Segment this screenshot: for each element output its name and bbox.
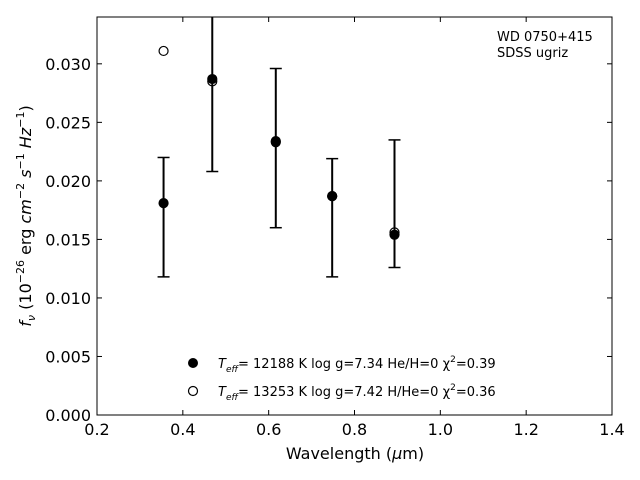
point-open <box>389 227 400 238</box>
point-open <box>207 76 218 87</box>
y-tick-label: 0.020 <box>45 172 91 191</box>
annotation-line-1: WD 0750+415 <box>497 30 593 45</box>
legend-label-filled: Teff= 12188 K log g=7.34 He/H=0 χ2=0.39 <box>218 355 496 375</box>
annotation-line-2: SDSS ugriz <box>497 46 568 61</box>
y-tick-label: 0.030 <box>45 55 91 74</box>
point-open <box>327 191 338 202</box>
error-bars <box>157 17 401 278</box>
legend: Teff= 12188 K log g=7.34 He/H=0 χ2=0.39 … <box>187 355 496 403</box>
y-tick-label: 0.015 <box>45 230 91 249</box>
x-tick-label: 0.6 <box>256 420 281 439</box>
legend-marker-open <box>187 385 199 397</box>
plot-area <box>96 16 613 416</box>
ticks: 0.2 0.4 0.6 0.8 1.0 1.2 1.4 0.000 0.005 0.010 0.01… <box>45 17 625 439</box>
point-open <box>270 137 281 148</box>
y-tick-label: 0.000 <box>45 406 91 425</box>
y-axis-label: fν (10−26 erg cm−2 s−1 Hz−1) <box>14 105 38 326</box>
x-tick-label: 1.0 <box>428 420 453 439</box>
data-points <box>158 45 400 240</box>
x-tick-label: 0.4 <box>170 420 195 439</box>
legend-label-open: Teff= 13253 K log g=7.42 H/He=0 χ2=0.36 <box>218 383 496 403</box>
x-tick-label: 1.4 <box>599 420 624 439</box>
legend-marker-filled <box>188 358 198 368</box>
x-tick-label: 0.2 <box>84 420 109 439</box>
x-tick-label: 0.8 <box>342 420 367 439</box>
y-tick-label: 0.010 <box>45 289 91 308</box>
point-filled <box>158 198 169 209</box>
y-tick-label: 0.025 <box>45 113 91 132</box>
point-open <box>158 45 169 57</box>
y-tick-label: 0.005 <box>45 347 91 366</box>
annotation: WD 0750+415 SDSS ugriz <box>497 30 593 61</box>
x-tick-label: 1.2 <box>513 420 538 439</box>
x-axis-label: Wavelength (μm) <box>286 444 424 463</box>
